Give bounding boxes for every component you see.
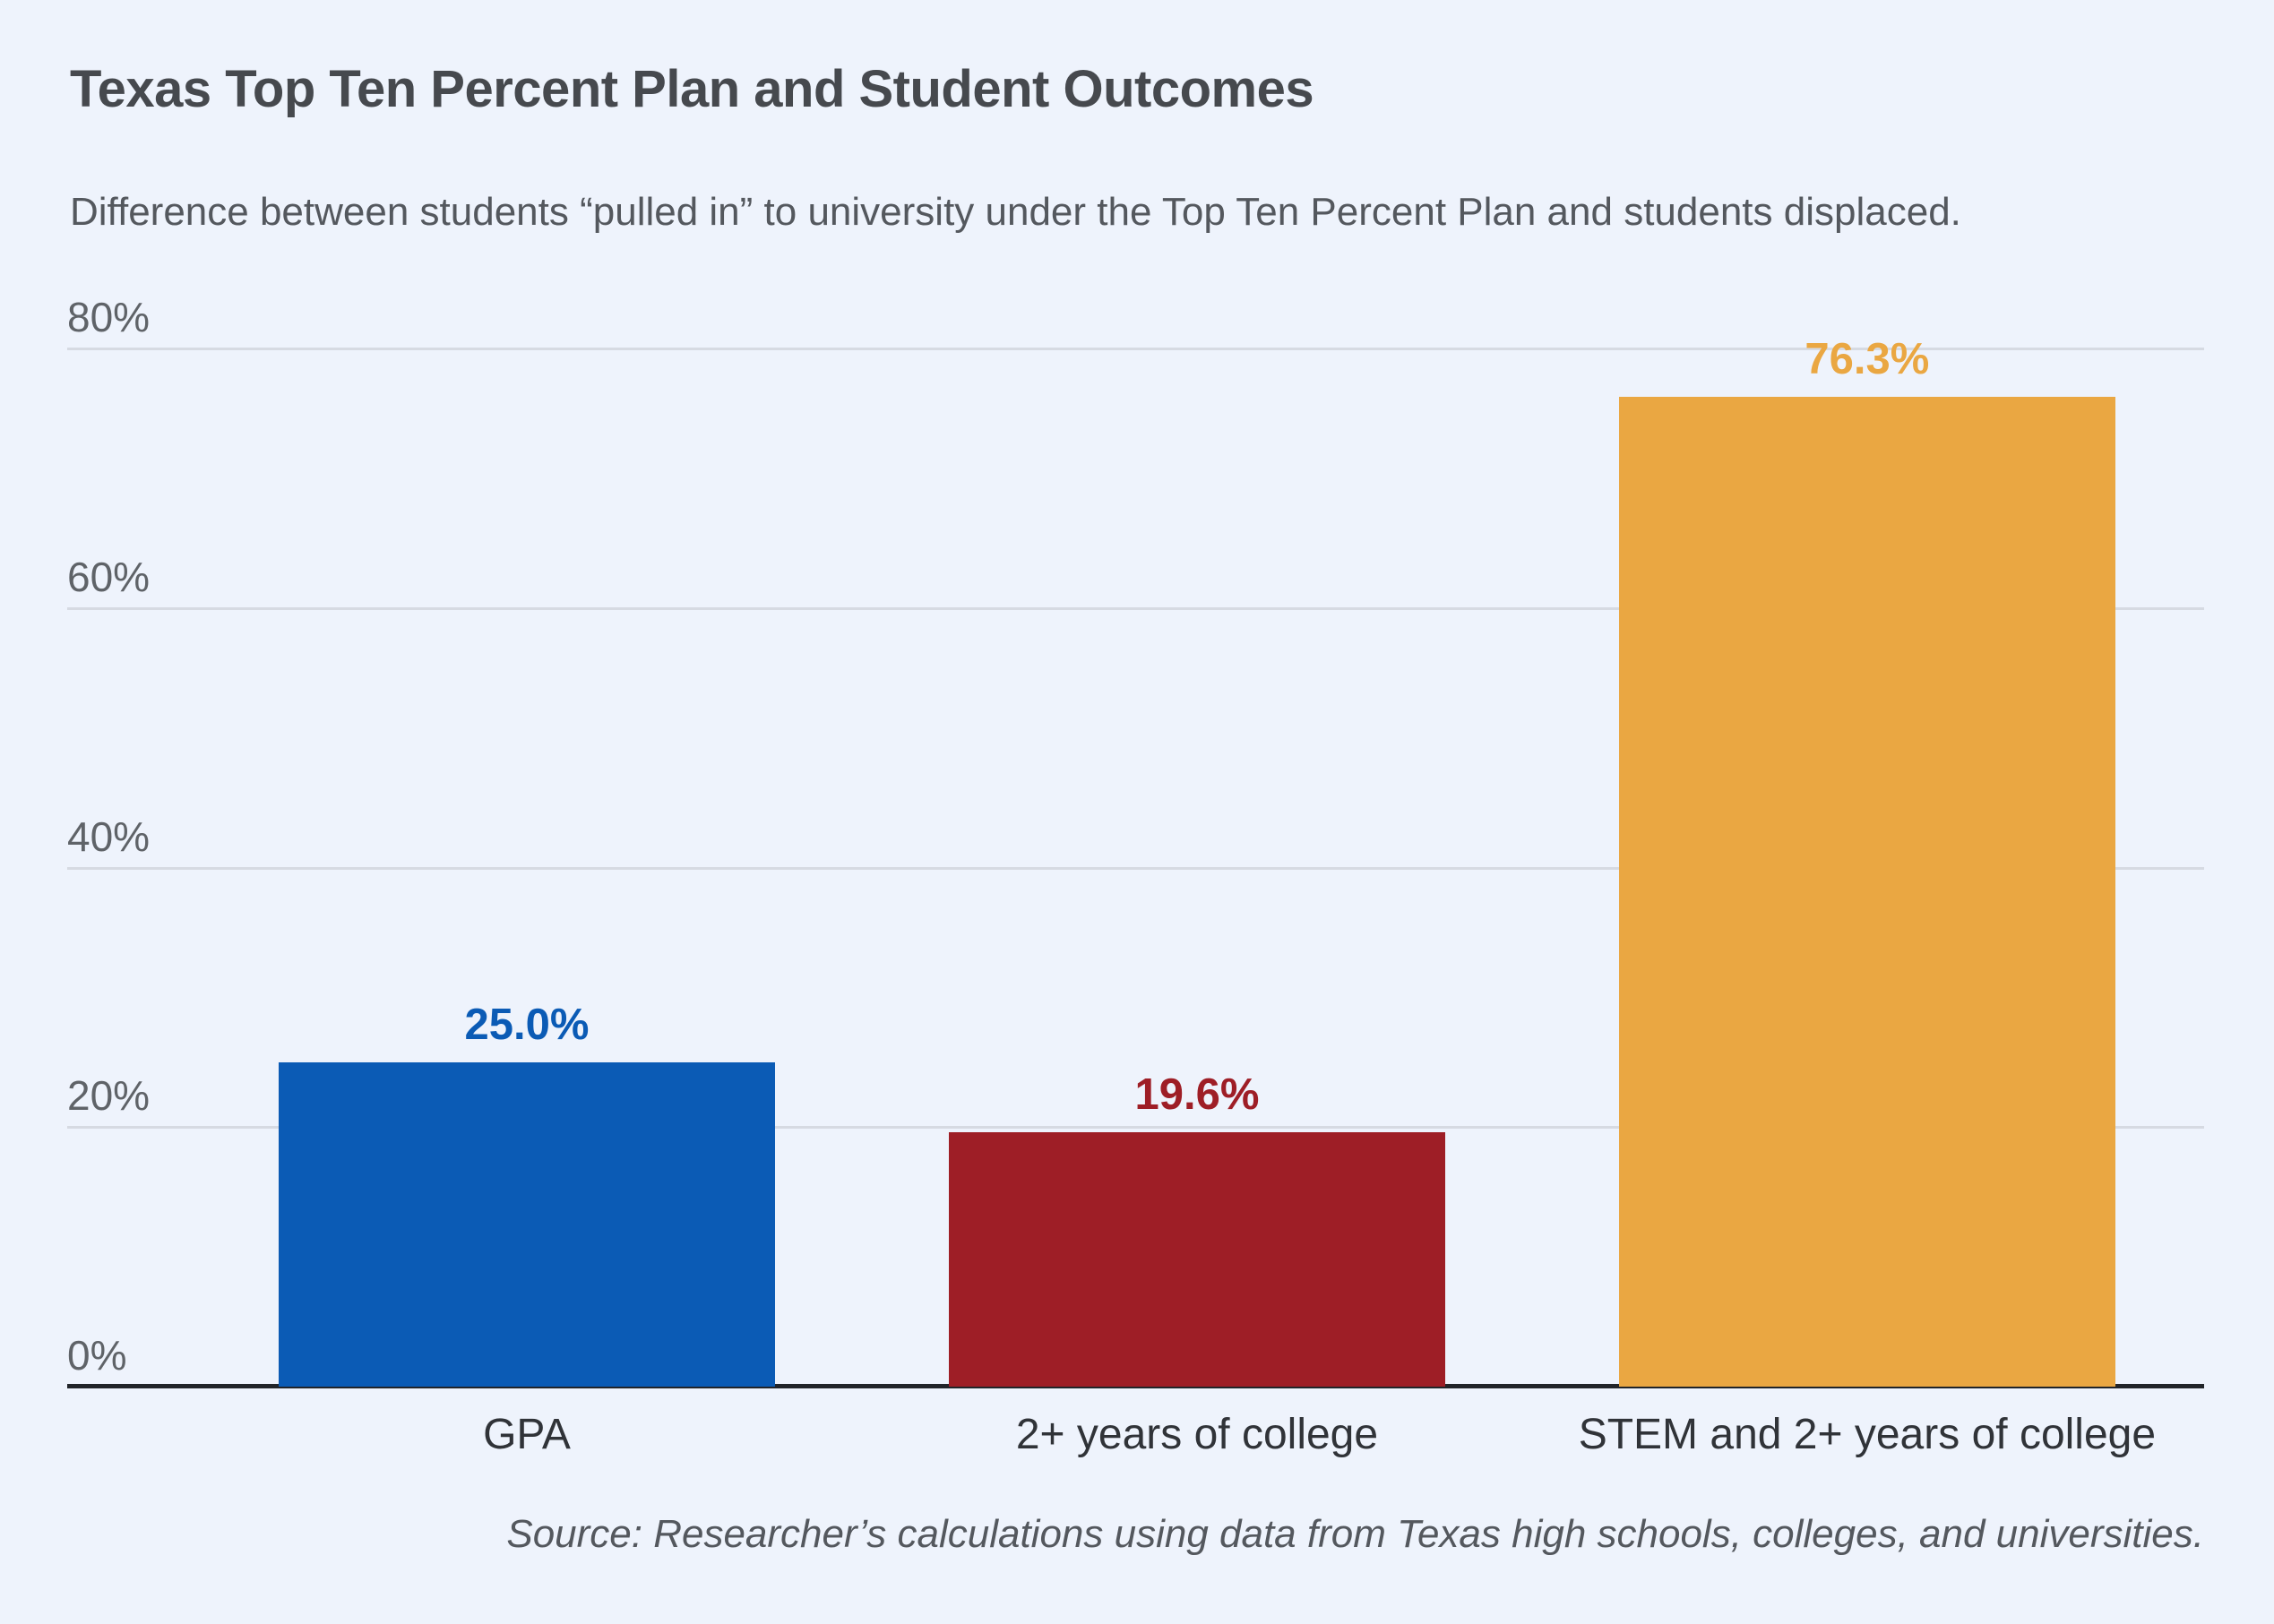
bar-stem-and-2-years-of-college: 76.3% [1618, 335, 2115, 1387]
y-tick-label-40: 40% [67, 812, 151, 860]
gridline-40 [67, 866, 2204, 870]
source-note: Source: Researcher’s calculations using … [506, 1512, 2204, 1556]
value-label: 25.0% [464, 1000, 590, 1049]
bar-2-years-of-college: 19.6% [948, 1070, 1445, 1387]
gridline-60 [67, 606, 2204, 610]
chart-title: Texas Top Ten Percent Plan and Student O… [70, 60, 1314, 118]
x-category-label: STEM and 2+ years of college [1578, 1411, 2157, 1458]
x-category-label: GPA [483, 1411, 571, 1458]
value-label: 19.6% [1134, 1070, 1260, 1120]
chart-subtitle: Difference between students “pulled in” … [70, 190, 1961, 234]
gridline-80 [67, 348, 2204, 350]
y-tick-label-0: 0% [67, 1332, 127, 1379]
plot-area: 0% 20% 40% 60% 80% 25.0% GPA 19.6% 2+ years of c… [67, 294, 2204, 1458]
x-category-label: 2+ years of college [1015, 1411, 1379, 1458]
value-label: 76.3% [1805, 334, 1930, 383]
gridline-20 [67, 1126, 2204, 1130]
y-tick-label-60: 60% [67, 553, 151, 600]
y-tick-label-80: 80% [67, 294, 151, 340]
y-tick-label-20: 20% [67, 1072, 151, 1120]
bar-gpa: 25.0% [278, 1001, 776, 1387]
